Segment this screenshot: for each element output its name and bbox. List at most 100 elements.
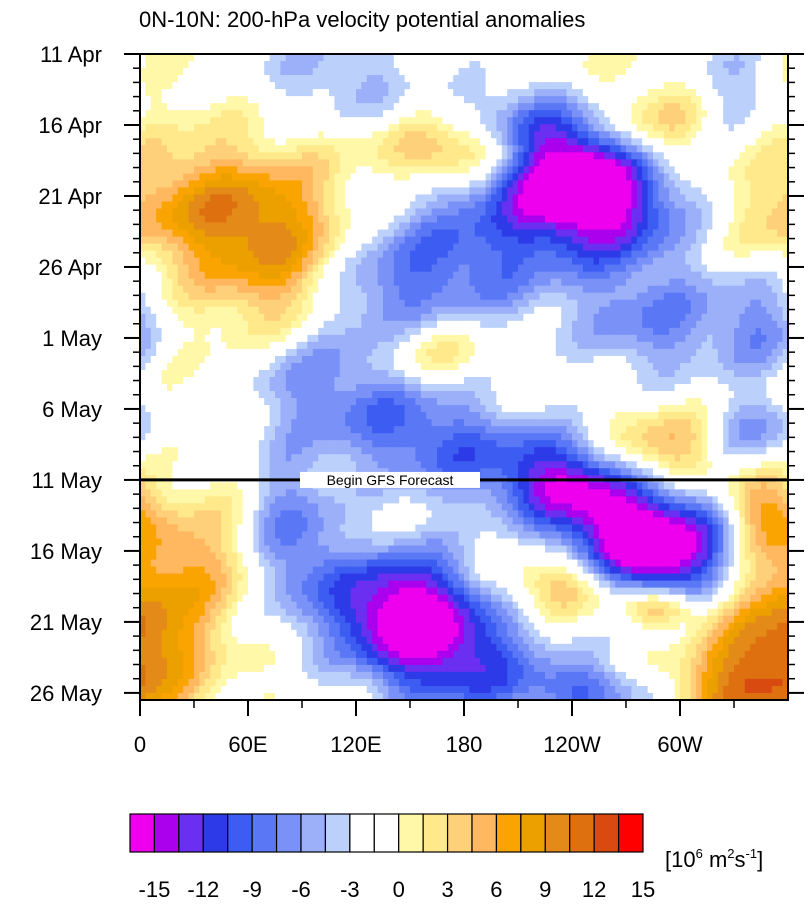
- field-cell: [312, 159, 319, 167]
- field-cell: [453, 243, 460, 252]
- field-cell: [717, 327, 724, 336]
- field-cell: [350, 313, 357, 322]
- field-cell: [242, 131, 249, 139]
- field-cell: [410, 285, 416, 294]
- field-cell: [658, 159, 665, 167]
- field-cell: [485, 229, 492, 238]
- field-cell: [626, 82, 632, 90]
- field-cell: [782, 334, 788, 343]
- field-cell: [377, 215, 384, 224]
- field-cell: [167, 61, 173, 69]
- field-cell: [248, 82, 254, 90]
- field-cell: [750, 138, 757, 146]
- field-cell: [431, 236, 438, 245]
- field-cell: [658, 103, 665, 111]
- field-cell: [458, 313, 465, 322]
- field-cell: [437, 61, 443, 69]
- field-cell: [237, 215, 244, 224]
- field-cell: [410, 117, 416, 125]
- field-cell: [653, 89, 659, 97]
- field-cell: [653, 54, 659, 62]
- field-cell: [636, 96, 643, 104]
- field-cell: [199, 159, 206, 167]
- field-cell: [345, 215, 352, 224]
- field-cell: [636, 313, 643, 322]
- field-cell: [329, 152, 335, 160]
- field-cell: [296, 117, 303, 125]
- field-cell: [626, 313, 632, 322]
- field-cell: [555, 89, 562, 97]
- field-cell: [140, 327, 146, 336]
- field-cell: [377, 285, 384, 294]
- field-cell: [458, 173, 465, 181]
- field-cell: [172, 341, 179, 350]
- field-cell: [534, 292, 541, 301]
- field-cell: [339, 334, 346, 343]
- field-cell: [393, 327, 400, 336]
- field-cell: [761, 180, 767, 189]
- field-cell: [545, 320, 551, 329]
- field-cell: [329, 229, 335, 238]
- field-cell: [717, 250, 724, 259]
- field-cell: [339, 96, 346, 104]
- field-cell: [199, 152, 206, 160]
- field-cell: [761, 271, 767, 280]
- field-cell: [161, 236, 168, 245]
- field-cell: [728, 292, 735, 301]
- field-cell: [620, 306, 627, 315]
- field-cell: [717, 313, 724, 322]
- field-cell: [426, 313, 433, 322]
- field-cell: [496, 278, 503, 287]
- field-cell: [183, 236, 190, 245]
- field-cell: [658, 54, 665, 62]
- field-cell: [453, 292, 460, 301]
- field-cell: [204, 68, 211, 76]
- field-cell: [550, 201, 557, 210]
- field-cell: [431, 187, 438, 196]
- field-cell: [550, 334, 557, 343]
- field-cell: [350, 229, 357, 238]
- field-cell: [739, 243, 746, 252]
- field-cell: [518, 313, 524, 322]
- field-cell: [140, 264, 146, 273]
- field-cell: [518, 285, 524, 294]
- field-cell: [167, 54, 173, 62]
- field-cell: [658, 194, 665, 203]
- field-cell: [366, 194, 373, 203]
- field-cell: [496, 257, 503, 266]
- field-cell: [453, 341, 460, 350]
- field-cell: [264, 68, 271, 76]
- field-cell: [491, 278, 497, 287]
- field-cell: [604, 222, 611, 231]
- field-cell: [156, 180, 163, 189]
- field-cell: [469, 110, 476, 118]
- field-cell: [491, 243, 497, 252]
- field-cell: [761, 187, 767, 196]
- field-cell: [221, 278, 227, 287]
- field-cell: [145, 194, 152, 203]
- field-cell: [199, 236, 206, 245]
- field-cell: [231, 236, 238, 245]
- field-cell: [237, 320, 244, 329]
- field-cell: [480, 68, 487, 76]
- field-cell: [642, 320, 649, 329]
- field-cell: [566, 103, 573, 111]
- field-cell: [420, 166, 427, 174]
- field-cell: [420, 299, 427, 308]
- field-cell: [458, 201, 465, 210]
- field-cell: [366, 229, 373, 238]
- field-cell: [615, 278, 622, 287]
- field-cell: [275, 334, 281, 343]
- field-cell: [161, 145, 168, 153]
- field-cell: [339, 166, 346, 174]
- field-cell: [172, 68, 179, 76]
- field-cell: [372, 292, 379, 301]
- field-cell: [707, 180, 713, 189]
- field-cell: [453, 208, 460, 217]
- field-cell: [221, 264, 227, 273]
- field-cell: [242, 292, 249, 301]
- field-cell: [264, 264, 271, 273]
- field-cell: [302, 201, 308, 210]
- field-cell: [771, 299, 778, 308]
- field-cell: [761, 243, 767, 252]
